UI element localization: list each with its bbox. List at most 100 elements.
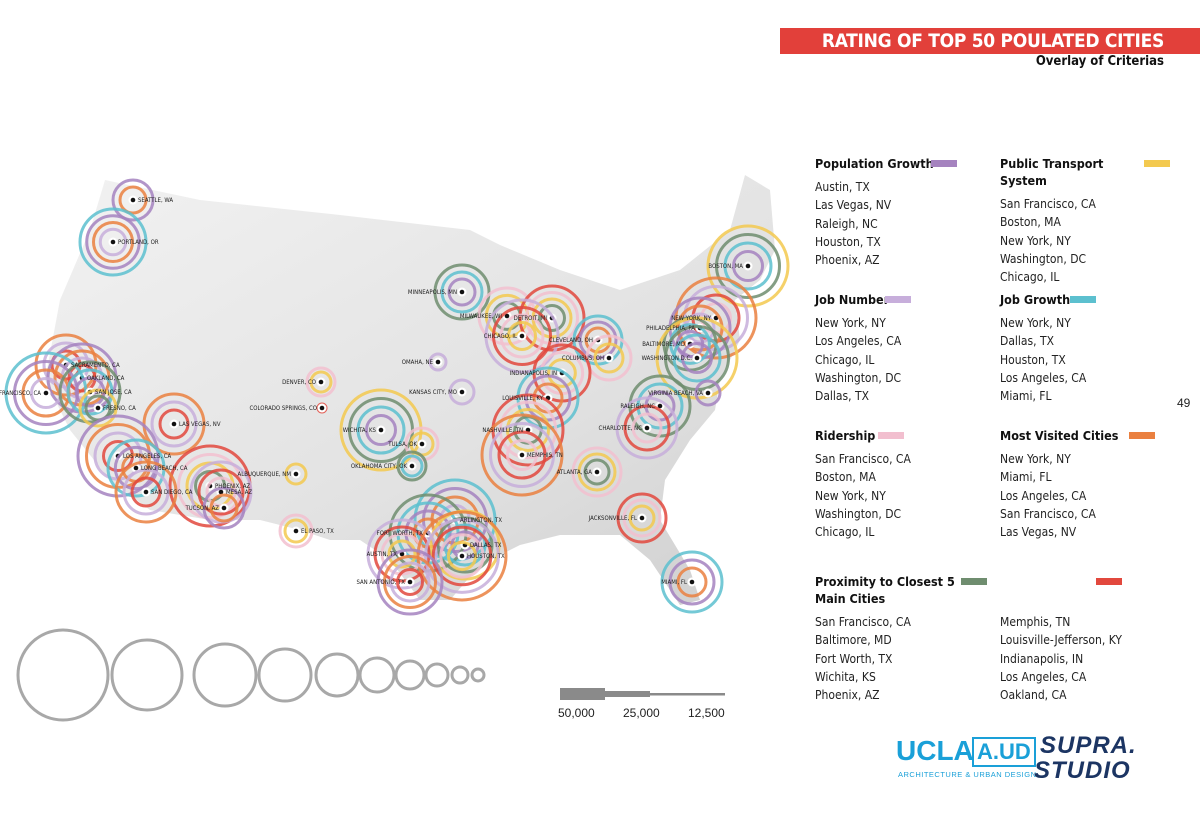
city-ring	[197, 468, 245, 516]
legend-swatch	[878, 432, 905, 439]
city-ring	[518, 284, 586, 352]
scale-bar-segment	[560, 688, 605, 700]
city-ring	[616, 492, 668, 544]
city-dot	[409, 463, 415, 469]
legend-swatch	[1070, 296, 1096, 303]
city-dot	[293, 471, 299, 477]
legend-group: Ridership San Francisco, CA Boston, MA New …	[815, 427, 990, 541]
scale-bar-segment	[605, 691, 650, 697]
city-dot	[43, 390, 49, 396]
city-ring	[114, 460, 178, 524]
city-ring	[202, 486, 246, 530]
legend-item: Phoenix, AZ	[815, 253, 880, 268]
legend-items: San Francisco, CA Boston, MA New York, NY W…	[815, 450, 990, 541]
legend-title: Ridership	[815, 427, 955, 444]
legend-item: Miami, FL	[1000, 470, 1052, 485]
city-ring	[284, 462, 308, 486]
scale-label: 50,000	[558, 706, 595, 720]
scale-circle	[358, 656, 396, 694]
legend-item: Chicago, IL	[815, 352, 875, 367]
legend-item: Phoenix, AZ	[815, 688, 880, 703]
page-number: 49	[1177, 396, 1191, 410]
city-ring	[497, 430, 547, 480]
legend-title	[1000, 573, 1140, 590]
city-label: FRESNO, CA	[103, 405, 136, 412]
city-ring	[66, 368, 114, 416]
legend-item: Oakland, CA	[1000, 688, 1067, 703]
city-ring	[694, 379, 722, 407]
city-dot	[399, 551, 405, 557]
city-label: COLUMBUS, OH	[562, 355, 604, 362]
city-rings	[4, 178, 790, 616]
scale-label: 12,500	[688, 706, 725, 720]
legend-item: Boston, MA	[1000, 215, 1061, 230]
legend-group: Job Number New York, NY Los Angeles, CA Chi…	[815, 291, 990, 405]
legend-item: New York, NY	[815, 316, 886, 330]
legend-item: Washington, DC	[815, 506, 902, 521]
city-ring	[525, 291, 579, 345]
city-label: DETROIT, MI	[514, 315, 548, 322]
city-dot	[143, 489, 149, 495]
city-label: TULSA, OK	[387, 441, 417, 448]
legend-swatch	[1096, 578, 1122, 585]
legend-group: Job Growth New York, NY Dallas, TX Houston,…	[1000, 291, 1175, 405]
legend-item: Boston, MA	[815, 470, 876, 485]
city-ring	[672, 333, 722, 383]
city-label: RALEIGH, NC	[620, 403, 655, 410]
city-label: SAN FRANCISCO, CA	[0, 390, 41, 397]
city-ring	[389, 561, 431, 603]
city-dot	[705, 390, 711, 396]
city-label: WASHINGTON D.C.	[642, 355, 693, 362]
logo-aud: A.UD	[972, 737, 1036, 767]
legend-item: New York, NY	[1000, 452, 1071, 466]
city-ring	[577, 452, 617, 492]
city-ring	[571, 446, 623, 498]
scale-circle	[424, 662, 450, 688]
city-dot	[318, 379, 324, 385]
header-subtitle: Overlay of Criterias	[1035, 54, 1164, 69]
logo-studio: STUDIO	[1034, 757, 1131, 784]
us-landmass	[45, 175, 775, 605]
city-ring	[283, 518, 309, 544]
city-ring	[506, 439, 538, 471]
scale-circle	[16, 628, 110, 722]
city-dot	[657, 403, 663, 409]
legend-swatch	[1129, 432, 1156, 439]
city-ring	[78, 207, 148, 277]
city-ring	[209, 493, 239, 523]
city-ring	[118, 185, 148, 215]
scale-bar-segment	[650, 693, 725, 696]
city-ring	[622, 498, 662, 538]
legend-item: Los Angeles, CA	[1000, 370, 1087, 385]
city-ring	[76, 414, 160, 498]
city-ring	[150, 400, 198, 448]
city-dot	[130, 197, 136, 203]
city-ring	[477, 286, 537, 346]
city-dot	[221, 505, 227, 511]
city-label: MILWAUKEE, WI	[460, 313, 502, 320]
city-label: SAN ANTONIO, TX	[356, 579, 405, 586]
legend-item: Austin, TX	[815, 180, 870, 194]
city-ring	[524, 374, 572, 422]
city-label: FORT WORTH, TX	[377, 530, 424, 537]
city-dot	[504, 313, 510, 319]
legend-item: Dallas, TX	[1000, 334, 1055, 349]
city-label: CHICAGO, IL	[484, 333, 517, 340]
city-dot	[606, 355, 612, 361]
city-ring	[356, 405, 406, 455]
city-ring	[628, 504, 656, 532]
city-label: MIAMI, FL	[661, 579, 687, 586]
city-ring	[660, 550, 724, 614]
city-ring	[436, 516, 494, 574]
city-label: INDIANAPOLIS, IN	[510, 370, 557, 377]
legend-title: Proximity to Closest 5 Main Cities	[815, 573, 987, 607]
city-label: COLORADO SPRINGS, CO	[250, 405, 318, 412]
legend-item: Las Vegas, NV	[1000, 525, 1077, 540]
city-label: LAS VEGAS, NV	[179, 421, 221, 428]
city-label: PHILADELPHIA, PA	[646, 325, 695, 332]
city-ring	[111, 178, 155, 222]
city-label: PORTLAND, OR	[118, 239, 159, 246]
city-label: NEW YORK, NY	[671, 315, 711, 322]
city-ring	[676, 566, 708, 598]
